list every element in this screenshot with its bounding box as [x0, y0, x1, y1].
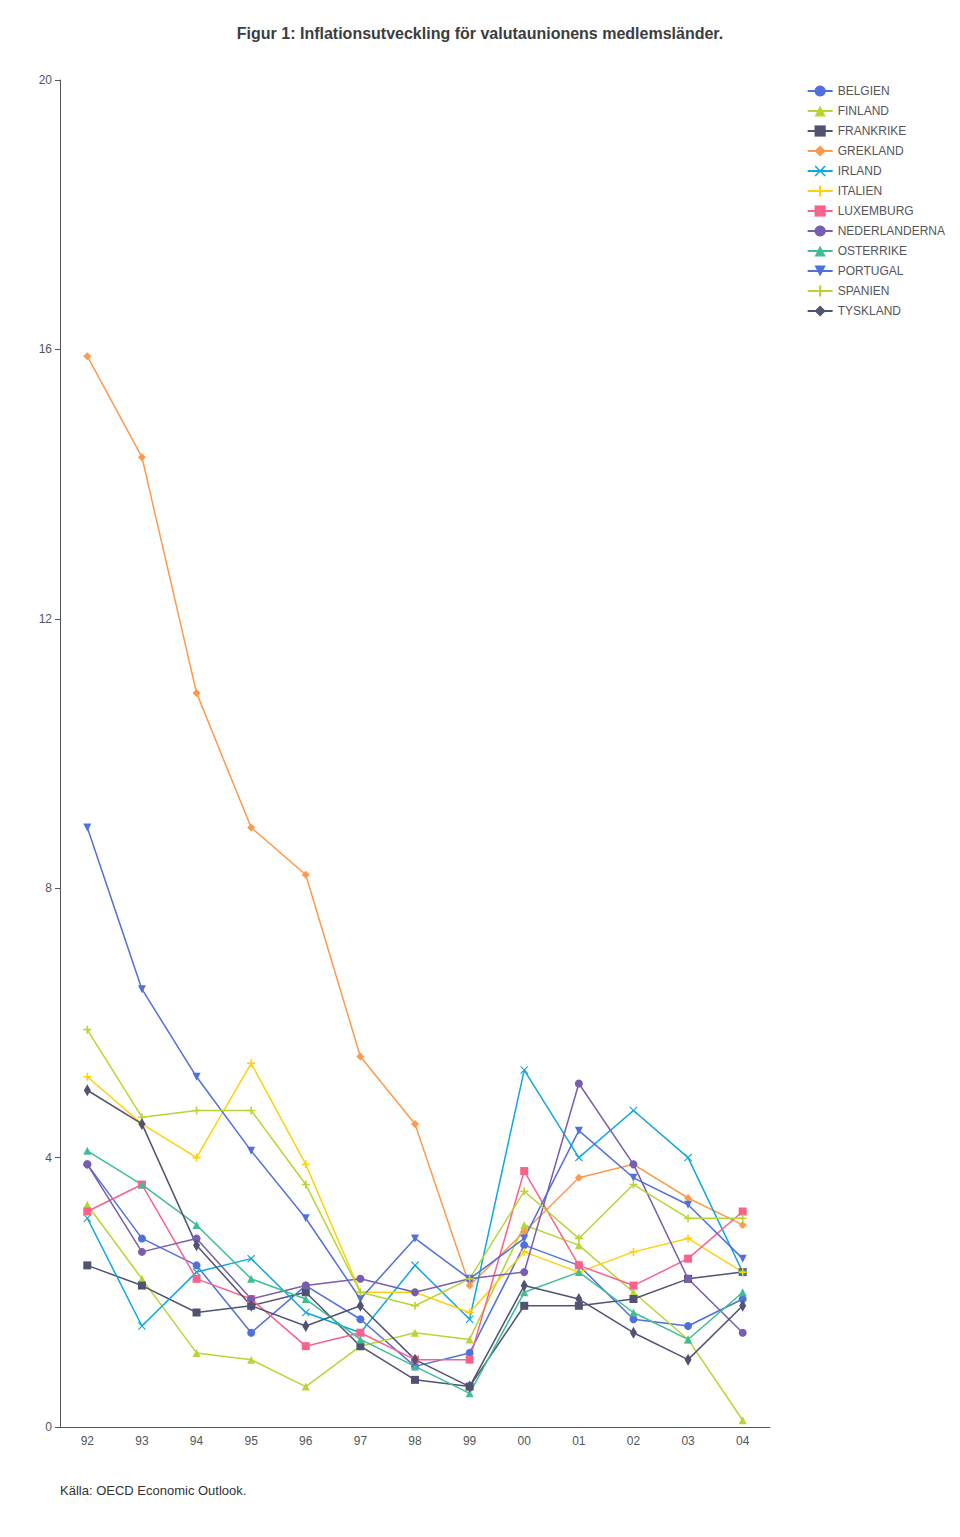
svg-text:96: 96 — [299, 1434, 313, 1448]
svg-text:NEDERLANDERNA: NEDERLANDERNA — [838, 224, 945, 238]
svg-text:ITALIEN: ITALIEN — [838, 184, 882, 198]
svg-text:20: 20 — [39, 73, 53, 87]
svg-text:03: 03 — [681, 1434, 695, 1448]
svg-text:LUXEMBURG: LUXEMBURG — [838, 204, 914, 218]
svg-text:12: 12 — [39, 612, 53, 626]
svg-text:16: 16 — [39, 342, 53, 356]
svg-text:OSTERRIKE: OSTERRIKE — [838, 244, 907, 258]
svg-text:SPANIEN: SPANIEN — [838, 284, 890, 298]
svg-text:FRANKRIKE: FRANKRIKE — [838, 124, 907, 138]
svg-text:92: 92 — [81, 1434, 95, 1448]
svg-text:IRLAND: IRLAND — [838, 164, 882, 178]
svg-text:02: 02 — [627, 1434, 641, 1448]
svg-text:93: 93 — [135, 1434, 149, 1448]
svg-text:Källa: OECD Economic Outlook.: Källa: OECD Economic Outlook. — [60, 1483, 246, 1498]
svg-text:GREKLAND: GREKLAND — [838, 144, 904, 158]
svg-text:97: 97 — [354, 1434, 368, 1448]
svg-text:PORTUGAL: PORTUGAL — [838, 264, 904, 278]
svg-text:BELGIEN: BELGIEN — [838, 84, 890, 98]
svg-text:8: 8 — [45, 881, 52, 895]
svg-text:Figur 1: Inflationsutveckling: Figur 1: Inflationsutveckling för valuta… — [237, 25, 723, 42]
svg-text:FINLAND: FINLAND — [838, 104, 890, 118]
svg-text:00: 00 — [518, 1434, 532, 1448]
svg-text:04: 04 — [736, 1434, 750, 1448]
svg-text:TYSKLAND: TYSKLAND — [838, 304, 902, 318]
svg-text:98: 98 — [408, 1434, 422, 1448]
svg-text:01: 01 — [572, 1434, 586, 1448]
svg-text:95: 95 — [244, 1434, 258, 1448]
svg-text:0: 0 — [45, 1420, 52, 1434]
svg-text:99: 99 — [463, 1434, 477, 1448]
svg-text:94: 94 — [190, 1434, 204, 1448]
svg-text:4: 4 — [45, 1151, 52, 1165]
